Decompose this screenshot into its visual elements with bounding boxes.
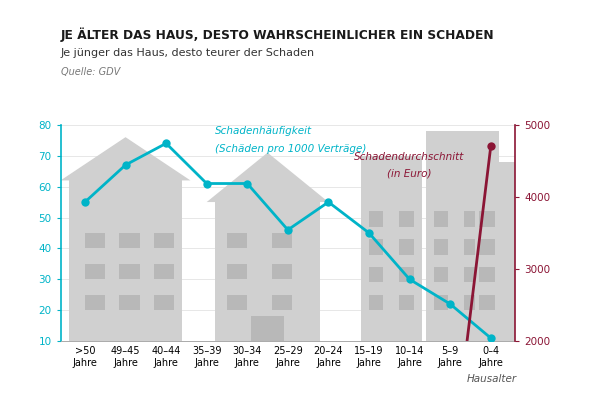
Bar [464, 295, 479, 310]
Text: Schadendurchschnitt: Schadendurchschnitt [355, 152, 465, 162]
Bar [68, 181, 182, 341]
Bar [434, 239, 448, 255]
Bar [361, 156, 422, 341]
Bar [119, 233, 140, 248]
Bar [479, 239, 495, 255]
Bar [119, 264, 140, 279]
Bar [399, 295, 414, 310]
Bar [227, 264, 247, 279]
Bar [434, 295, 448, 310]
Bar [369, 211, 383, 227]
Bar [479, 211, 495, 227]
Bar [85, 264, 105, 279]
Text: Hausalter: Hausalter [467, 374, 517, 384]
Text: Je jünger das Haus, desto teurer der Schaden: Je jünger das Haus, desto teurer der Sch… [61, 48, 315, 58]
Bar [85, 233, 105, 248]
Bar [434, 211, 448, 227]
Text: Schadenhäufigkeit: Schadenhäufigkeit [215, 126, 312, 136]
Text: JE ÄLTER DAS HAUS, DESTO WAHRSCHEINLICHER EIN SCHADEN: JE ÄLTER DAS HAUS, DESTO WAHRSCHEINLICHE… [61, 27, 494, 42]
Bar [479, 267, 495, 282]
Bar [369, 267, 383, 282]
Bar [154, 233, 175, 248]
Bar [271, 233, 292, 248]
Bar [399, 211, 414, 227]
Bar [215, 202, 321, 341]
Bar [399, 239, 414, 255]
Bar [251, 317, 284, 341]
Bar [474, 162, 515, 341]
Bar [227, 233, 247, 248]
Bar [464, 211, 479, 227]
Text: (in Euro): (in Euro) [387, 168, 432, 178]
Bar [479, 295, 495, 310]
Bar [426, 131, 499, 341]
Bar [85, 295, 105, 310]
Polygon shape [61, 137, 190, 181]
Text: Quelle: GDV: Quelle: GDV [61, 67, 120, 77]
Bar [227, 295, 247, 310]
Polygon shape [207, 153, 328, 202]
Bar [154, 295, 175, 310]
Bar [399, 267, 414, 282]
Bar [464, 267, 479, 282]
Bar [434, 267, 448, 282]
Bar [464, 239, 479, 255]
Text: (Schäden pro 1000 Verträge): (Schäden pro 1000 Verträge) [215, 144, 366, 154]
Bar [271, 264, 292, 279]
Bar [154, 264, 175, 279]
Bar [119, 295, 140, 310]
Bar [369, 295, 383, 310]
Bar [271, 295, 292, 310]
Bar [369, 239, 383, 255]
